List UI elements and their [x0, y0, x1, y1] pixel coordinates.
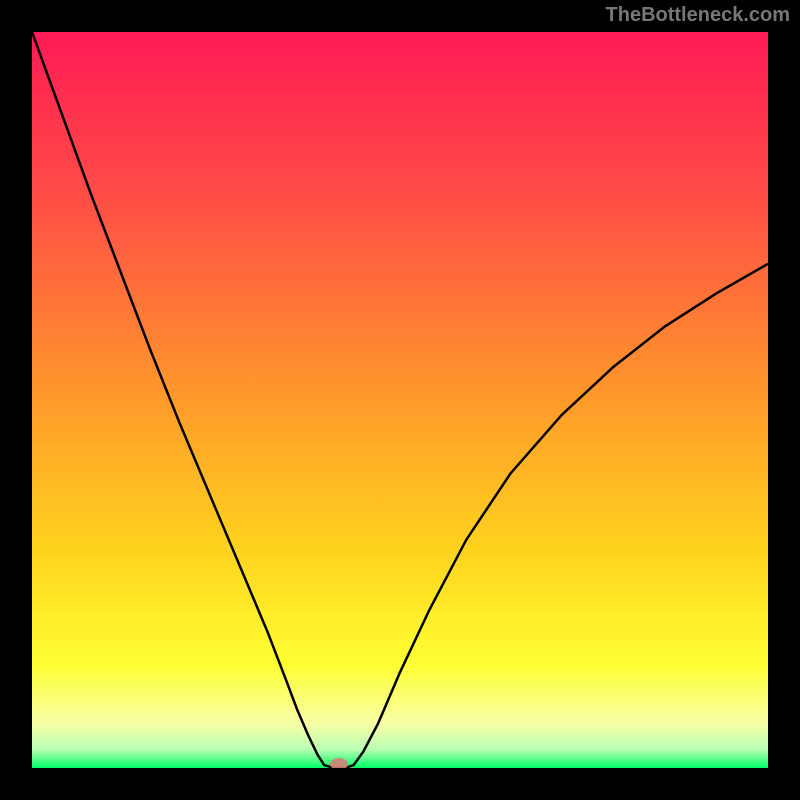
watermark-text: TheBottleneck.com — [606, 4, 790, 27]
plot-area — [32, 32, 768, 768]
bottleneck-curve — [32, 32, 768, 768]
optimum-marker — [330, 758, 348, 768]
chart-container: TheBottleneck.com — [0, 0, 800, 800]
curve-path — [32, 32, 768, 768]
